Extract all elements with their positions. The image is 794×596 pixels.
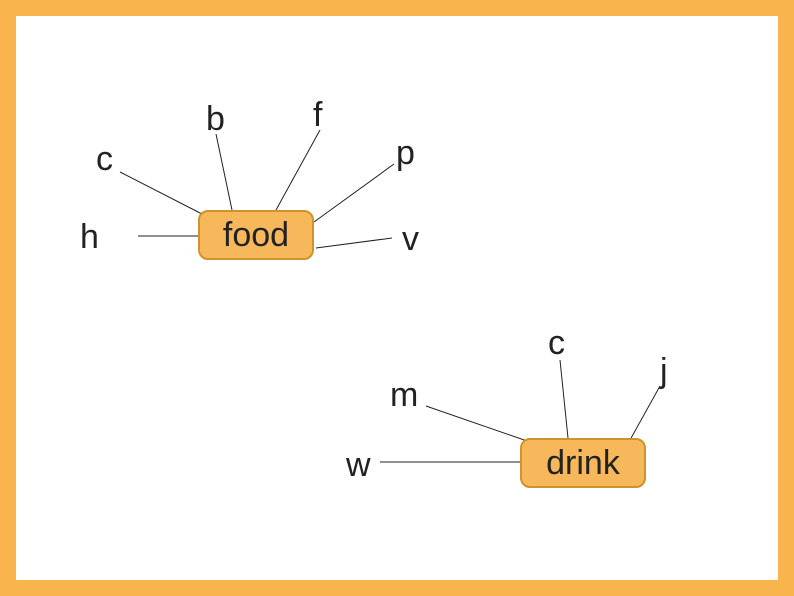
edge-layer <box>16 16 778 580</box>
edge-food-c <box>120 172 202 214</box>
edge-food-p <box>314 164 394 222</box>
central-node-drink: drink <box>520 438 646 488</box>
leaf-drink-j: j <box>660 352 668 391</box>
edge-food-v <box>316 238 392 248</box>
edge-drink-m <box>426 406 530 442</box>
central-node-label: drink <box>546 444 620 483</box>
central-node-label: food <box>223 216 289 255</box>
leaf-food-f: f <box>313 96 322 135</box>
leaf-drink-m: m <box>390 376 418 415</box>
leaf-food-b: b <box>206 100 225 139</box>
leaf-food-v: v <box>402 220 419 259</box>
leaf-food-c: c <box>96 140 113 179</box>
edge-food-f <box>276 130 320 210</box>
diagram-stage: fooddrinkhcbfpvwmcj <box>16 16 778 580</box>
leaf-drink-c: c <box>548 324 565 363</box>
central-node-food: food <box>198 210 314 260</box>
edge-food-b <box>216 134 232 210</box>
leaf-food-h: h <box>80 218 99 257</box>
edge-drink-j <box>630 386 660 440</box>
leaf-food-p: p <box>396 134 415 173</box>
edge-drink-c <box>560 360 568 438</box>
leaf-drink-w: w <box>346 446 371 485</box>
diagram-frame: fooddrinkhcbfpvwmcj <box>0 0 794 596</box>
